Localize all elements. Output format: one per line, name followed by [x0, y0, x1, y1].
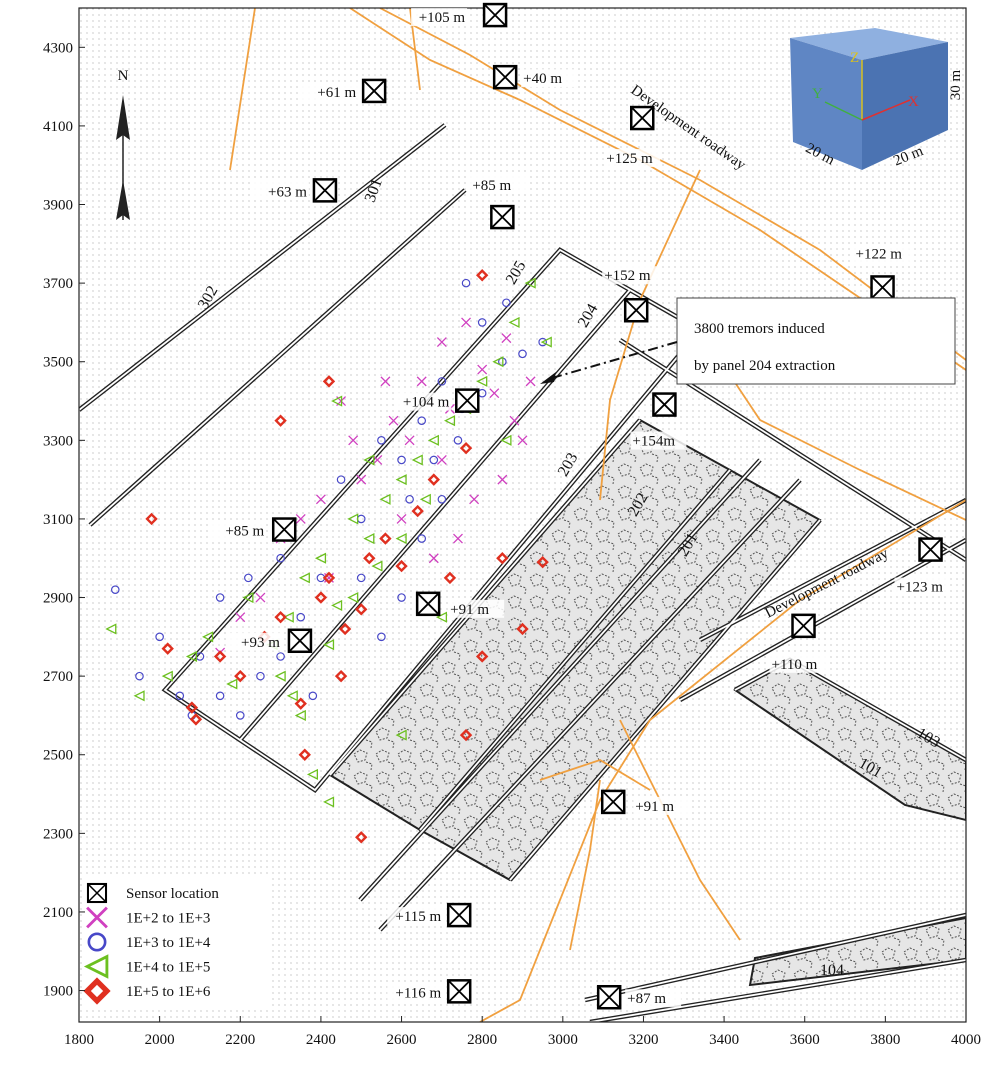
north-label: N [118, 68, 129, 84]
sensor-label: +91 m [450, 602, 489, 618]
x-tick-label: 3600 [790, 1032, 820, 1048]
sensor-label: +105 m [419, 10, 466, 26]
sensor-label: +154m [632, 434, 675, 450]
sensor-label: +85 m [225, 524, 264, 540]
sensor [417, 593, 439, 615]
sensor-label: +123 m [897, 580, 944, 596]
sensor-label: +116 m [395, 985, 441, 1001]
sensor-label: +122 m [856, 246, 903, 262]
x-tick-label: 2800 [467, 1032, 497, 1048]
sensor-label: +93 m [241, 635, 280, 651]
legend-symbol [88, 884, 106, 902]
legend-label: Sensor location [126, 886, 219, 902]
chart: N 302 301 205 204 203 202 201 101 103 10… [0, 0, 990, 1079]
y-tick-label: 2700 [43, 669, 73, 685]
x-tick-label: 2600 [387, 1032, 417, 1048]
sensor-label: +125 m [606, 151, 653, 167]
y-tick-label: 3900 [43, 198, 73, 214]
annotation-text: by panel 204 extraction [694, 358, 836, 374]
sensor-label: +85 m [472, 178, 511, 194]
legend-label: 1E+2 to 1E+3 [126, 911, 210, 927]
legend-label: 1E+5 to 1E+6 [126, 984, 211, 1000]
x-tick-label: 3800 [870, 1032, 900, 1048]
sensor-label: +63 m [268, 184, 307, 200]
sensor-label: +91 m [635, 799, 674, 815]
sensor [653, 394, 675, 416]
x-tick-label: 4000 [951, 1032, 981, 1048]
sensor [289, 630, 311, 652]
y-tick-label: 3100 [43, 512, 73, 528]
x-tick-label: 2000 [145, 1032, 175, 1048]
sensor [625, 299, 647, 321]
y-tick-label: 4300 [43, 40, 73, 56]
sensor [88, 884, 106, 902]
inset-axis: Z [850, 50, 859, 66]
sensor [598, 986, 620, 1008]
y-tick-label: 3700 [43, 276, 73, 292]
y-tick-label: 3300 [43, 433, 73, 449]
y-tick-label: 2500 [43, 748, 73, 764]
legend-label: 1E+3 to 1E+4 [126, 935, 211, 951]
panel-label: 104 [820, 962, 844, 979]
sensor [314, 179, 336, 201]
sensor-label: +152 m [604, 268, 651, 284]
legend-label: 1E+4 to 1E+5 [126, 960, 210, 976]
sensor-label: +87 m [627, 991, 666, 1007]
x-tick-label: 3000 [548, 1032, 578, 1048]
x-tick-label: 3400 [709, 1032, 739, 1048]
sensor [448, 904, 470, 926]
sensor-label: +61 m [317, 85, 356, 101]
x-tick-label: 1800 [64, 1032, 94, 1048]
y-tick-label: 2300 [43, 826, 73, 842]
sensor [631, 107, 653, 129]
sensor [793, 615, 815, 637]
sensor-label: +104 m [403, 395, 450, 411]
inset-dim: 30 m [948, 69, 964, 100]
y-tick-label: 1900 [43, 984, 73, 1000]
sensor-label: +110 m [772, 657, 818, 673]
sensor [872, 276, 894, 298]
x-tick-label: 2200 [225, 1032, 255, 1048]
sensor [484, 4, 506, 26]
x-tick-label: 3200 [628, 1032, 658, 1048]
sensor [491, 206, 513, 228]
sensor [448, 980, 470, 1002]
sensor [363, 80, 385, 102]
inset-axis: Y [812, 86, 823, 102]
sensor [456, 390, 478, 412]
sensor [273, 519, 295, 541]
y-tick-label: 2100 [43, 905, 73, 921]
sensor-label: +115 m [395, 909, 441, 925]
sensor-label: +40 m [523, 71, 562, 87]
x-tick-label: 2400 [306, 1032, 336, 1048]
y-tick-label: 2900 [43, 591, 73, 607]
inset-axis: X [908, 94, 919, 110]
y-tick-label: 4100 [43, 119, 73, 135]
annotation-text: 3800 tremors induced [694, 321, 825, 337]
sensor [602, 791, 624, 813]
y-tick-label: 3500 [43, 355, 73, 371]
sensor [920, 539, 942, 561]
sensor [494, 66, 516, 88]
